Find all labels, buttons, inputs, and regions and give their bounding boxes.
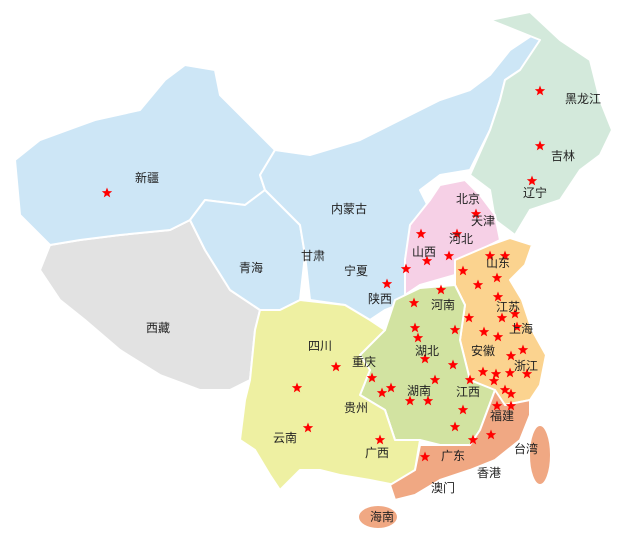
star-icon[interactable] [409, 322, 421, 333]
star-icon[interactable] [509, 308, 521, 319]
label-xinjiang: 新疆 [135, 170, 159, 185]
star-icon[interactable] [101, 187, 113, 198]
label-shaanxi: 陕西 [368, 291, 392, 306]
label-henan: 河南 [431, 297, 455, 312]
star-icon[interactable] [415, 228, 427, 239]
region-northwest[interactable] [189, 189, 306, 311]
star-icon[interactable] [505, 350, 517, 361]
label-qinghai: 青海 [239, 260, 263, 275]
star-icon[interactable] [385, 382, 397, 393]
label-jiangsu: 江苏 [496, 300, 520, 314]
star-icon[interactable] [366, 372, 378, 383]
star-icon[interactable] [484, 250, 496, 261]
star-icon[interactable] [449, 421, 461, 432]
label-shandong: 山东 [486, 256, 510, 270]
star-icon[interactable] [467, 434, 479, 445]
label-zhejiang: 浙江 [514, 359, 538, 373]
region-south[interactable] [389, 389, 531, 501]
star-icon[interactable] [491, 272, 503, 283]
star-icon[interactable] [376, 387, 388, 398]
star-icon[interactable] [492, 331, 504, 342]
star-icon[interactable] [478, 326, 490, 337]
label-jilin: 吉林 [551, 149, 575, 163]
star-icon[interactable] [302, 422, 314, 433]
label-hubei: 湖北 [415, 343, 439, 358]
star-icon[interactable] [488, 375, 500, 386]
label-hongkong: 香港 [477, 466, 501, 480]
star-icon[interactable] [526, 175, 538, 186]
star-icon[interactable] [464, 374, 476, 385]
label-hainan: 海南 [370, 509, 394, 524]
star-icon[interactable] [422, 395, 434, 406]
label-shanghai: 上海 [509, 321, 533, 336]
label-guangdong: 广东 [441, 449, 465, 463]
star-icon[interactable] [374, 434, 386, 445]
province-hainan[interactable] [357, 504, 399, 530]
label-hunan: 湖南 [407, 383, 431, 398]
star-icon[interactable] [477, 366, 489, 377]
star-icon[interactable] [492, 291, 504, 302]
star-icon[interactable] [408, 297, 420, 308]
label-liaoning: 辽宁 [523, 185, 547, 200]
star-icon[interactable] [490, 368, 502, 379]
star-icon[interactable] [499, 384, 511, 395]
label-sichuan: 四川 [308, 339, 332, 353]
label-guizhou: 贵州 [344, 401, 368, 415]
star-icon[interactable] [449, 324, 461, 335]
star-icon[interactable] [330, 361, 342, 372]
star-icon[interactable] [291, 382, 303, 393]
star-icon[interactable] [457, 265, 469, 276]
label-taiwan: 台湾 [514, 441, 538, 456]
label-shanxi: 山西 [412, 245, 436, 259]
star-icon[interactable] [485, 429, 497, 440]
label-beijing: 北京 [456, 192, 480, 206]
star-icon[interactable] [499, 250, 511, 261]
star-icon[interactable] [443, 250, 455, 261]
star-icon[interactable] [381, 278, 393, 289]
label-chongqing: 重庆 [352, 355, 376, 369]
label-yunnan: 云南 [273, 430, 297, 445]
star-icon[interactable] [504, 367, 516, 378]
star-icon[interactable] [451, 228, 463, 239]
star-icon[interactable] [447, 359, 459, 370]
star-icon[interactable] [511, 321, 523, 332]
label-gansu: 甘肃 [301, 249, 325, 263]
label-guangxi: 广西 [365, 446, 389, 460]
star-icon[interactable] [521, 368, 533, 379]
star-icon[interactable] [517, 344, 529, 355]
label-tianjin: 天津 [471, 214, 495, 228]
label-anhui: 安徽 [471, 343, 495, 358]
label-fujian: 福建 [490, 408, 514, 423]
star-icon[interactable] [505, 400, 517, 411]
label-neimenggu: 内蒙古 [331, 201, 367, 216]
star-icon[interactable] [419, 451, 431, 462]
star-icon[interactable] [400, 263, 412, 274]
star-icon[interactable] [534, 140, 546, 151]
label-hebei: 河北 [449, 232, 473, 246]
province-taiwan[interactable] [528, 424, 552, 486]
star-icon[interactable] [534, 85, 546, 96]
star-icon[interactable] [421, 255, 433, 266]
label-macau: 澳门 [431, 480, 455, 495]
label-ningxia: 宁夏 [344, 263, 368, 278]
star-icon[interactable] [457, 404, 469, 415]
star-icon[interactable] [463, 312, 475, 323]
star-icon[interactable] [505, 388, 517, 399]
star-icon[interactable] [470, 208, 482, 219]
label-tibet: 西藏 [146, 321, 170, 335]
star-icon[interactable] [496, 312, 508, 323]
star-icon[interactable] [404, 395, 416, 406]
region-northeast[interactable] [469, 11, 613, 236]
star-icon[interactable] [429, 374, 441, 385]
label-jiangxi: 江西 [456, 385, 480, 399]
star-icon[interactable] [472, 279, 484, 290]
label-heilongjiang: 黑龙江 [565, 92, 601, 106]
star-icon[interactable] [412, 332, 424, 343]
star-icon[interactable] [435, 284, 447, 295]
star-icon[interactable] [491, 400, 503, 411]
star-icon[interactable] [419, 353, 431, 364]
